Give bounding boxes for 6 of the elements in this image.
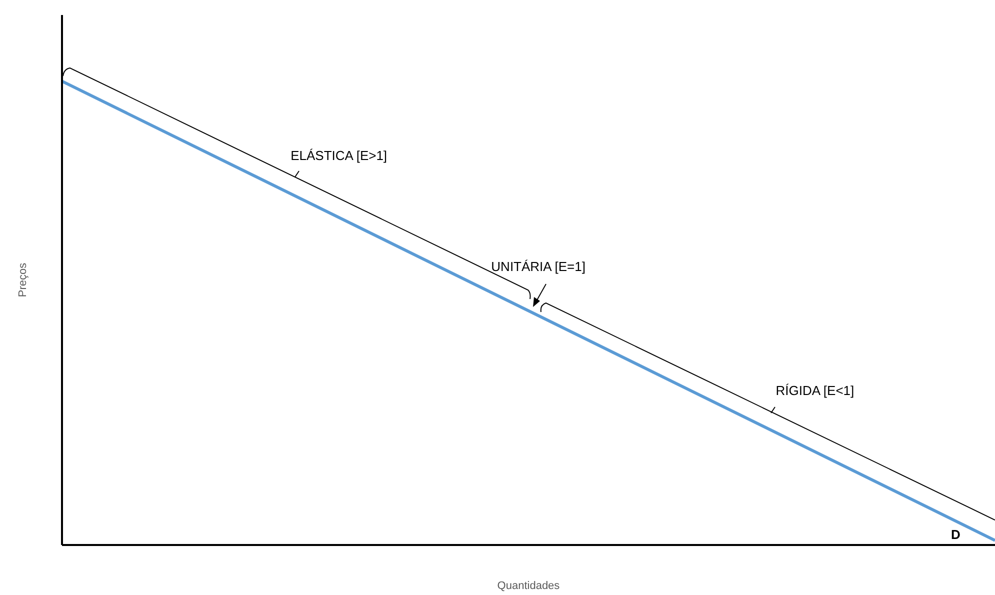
annotation: UNITÁRIA [E=1]	[491, 258, 586, 274]
annotation: RÍGIDA [E<1]	[776, 383, 854, 398]
series-label: D	[951, 527, 960, 542]
y-axis-title: Preços	[16, 262, 29, 298]
x-axis-title: Quantidades	[497, 580, 560, 592]
annotation: ELÁSTICA [E>1]	[290, 148, 388, 162]
